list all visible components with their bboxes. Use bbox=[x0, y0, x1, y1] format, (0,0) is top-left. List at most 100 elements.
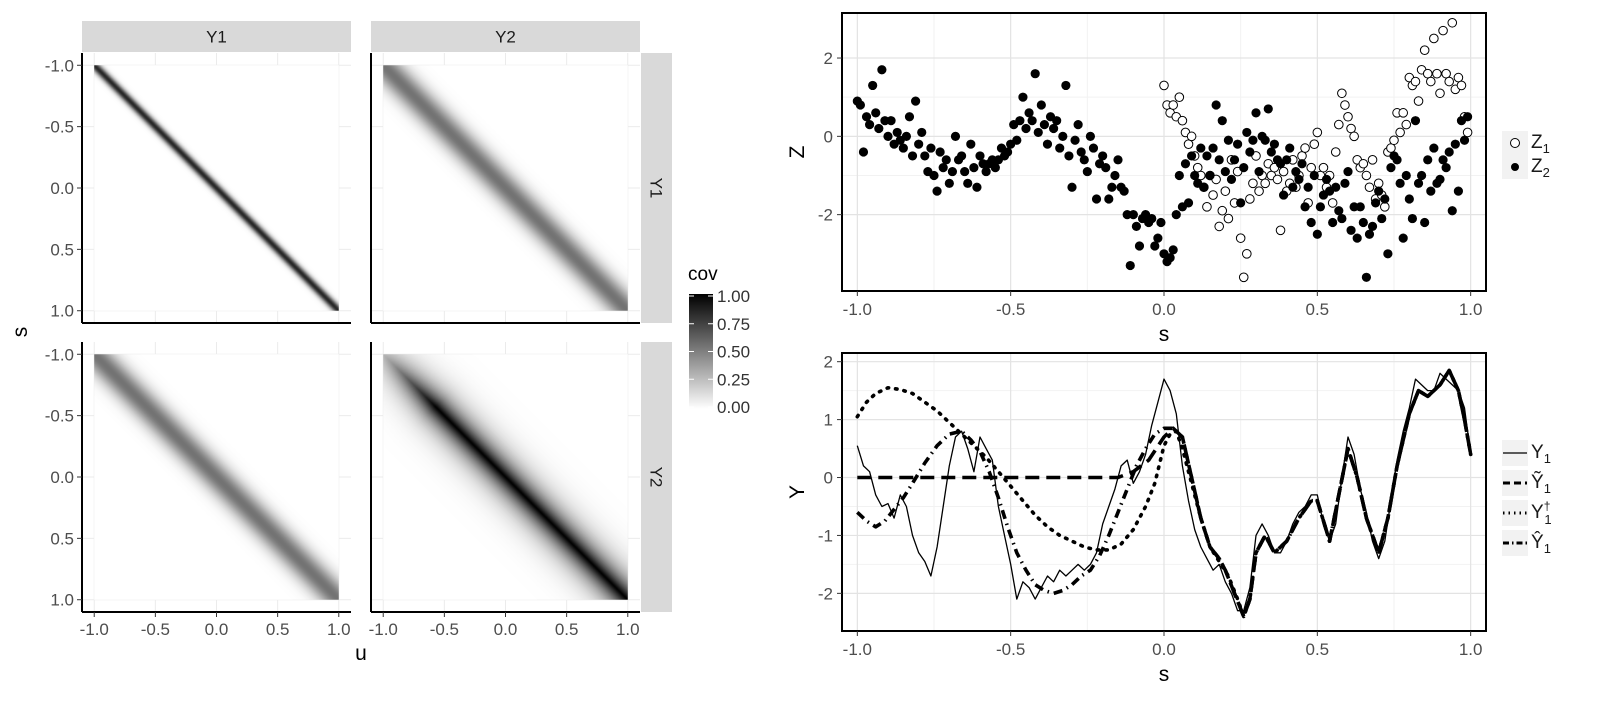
scatter-point bbox=[1340, 178, 1350, 188]
facet-strip-row-label: Y1 bbox=[647, 178, 666, 199]
scatter-point bbox=[1355, 202, 1365, 212]
scatter-point bbox=[1413, 96, 1424, 106]
scatter-point bbox=[1168, 100, 1178, 110]
scatter-point bbox=[1183, 139, 1194, 149]
scatter-point bbox=[1407, 213, 1417, 224]
y-tick-label: -1 bbox=[818, 526, 833, 545]
scatter-point bbox=[1334, 206, 1344, 216]
scatter-point bbox=[1223, 213, 1234, 224]
scatter-point bbox=[1386, 143, 1396, 153]
scatter-point bbox=[1330, 147, 1341, 157]
scatter-point bbox=[1024, 108, 1034, 118]
y-tick-label: 0.0 bbox=[50, 468, 74, 487]
scatter-point bbox=[1367, 155, 1378, 165]
scatter-point bbox=[1067, 182, 1077, 192]
scatter-point bbox=[883, 131, 893, 141]
facet-strip-row bbox=[641, 53, 672, 323]
x-axis-title: u bbox=[355, 642, 367, 665]
scatter-point bbox=[914, 139, 924, 149]
scatter-point bbox=[1453, 186, 1463, 196]
y-tick-label: 2 bbox=[824, 49, 833, 68]
scatter-point bbox=[1223, 135, 1233, 145]
scatter-point bbox=[1441, 68, 1451, 79]
heatmap-image bbox=[94, 354, 339, 600]
scatter-point bbox=[1435, 88, 1445, 99]
scatter-point bbox=[1171, 210, 1181, 220]
scatter-point bbox=[1423, 155, 1433, 165]
legend-marker bbox=[1511, 163, 1519, 171]
scatter-point bbox=[1444, 76, 1454, 87]
scatter-point bbox=[1186, 151, 1197, 161]
scatter-point bbox=[1401, 170, 1411, 181]
scatter-point bbox=[868, 80, 878, 91]
scatter-point bbox=[1039, 119, 1049, 130]
x-tick-label: -0.5 bbox=[430, 620, 459, 639]
scatter-point bbox=[1300, 143, 1310, 153]
facet-strip-row-label: Y2 bbox=[647, 467, 666, 488]
scatter-point bbox=[1098, 151, 1108, 161]
scatter-point bbox=[1383, 249, 1393, 259]
scatter-point bbox=[1447, 206, 1457, 216]
scatter-point bbox=[877, 65, 887, 75]
y-axis-title: s bbox=[9, 327, 32, 338]
scatter-point bbox=[1312, 229, 1322, 239]
scatter-point bbox=[1441, 163, 1451, 173]
scatter-point bbox=[1294, 174, 1304, 185]
series-line-dotdash bbox=[856, 368, 1473, 619]
scatter-point bbox=[1015, 116, 1025, 126]
scatter-point bbox=[1082, 166, 1092, 177]
y-tick-label: 1.0 bbox=[50, 302, 74, 321]
scatter-point bbox=[1401, 119, 1412, 130]
scatter-point bbox=[907, 151, 918, 161]
scatter-point bbox=[1248, 178, 1258, 189]
scatter-point bbox=[1288, 182, 1298, 192]
scatter-point bbox=[1285, 143, 1295, 153]
scatter-point bbox=[1202, 202, 1212, 212]
scatter-point bbox=[1300, 202, 1310, 212]
legend-entry-label: Ŷ1 bbox=[1531, 531, 1551, 556]
scatter-point bbox=[1202, 151, 1212, 161]
scatter-point bbox=[1389, 135, 1399, 146]
scatter-point bbox=[960, 166, 970, 177]
legend-entry-sub: 1 bbox=[1544, 451, 1551, 466]
scatter-point bbox=[1370, 198, 1381, 208]
scatter-point bbox=[1315, 202, 1325, 212]
scatter-point bbox=[1199, 182, 1209, 192]
scatter-point bbox=[1232, 139, 1243, 149]
scatter-point bbox=[956, 151, 967, 161]
scatter-point bbox=[944, 178, 954, 188]
scatter-point bbox=[1398, 108, 1408, 118]
scatter-point bbox=[1349, 131, 1359, 142]
scatter-point bbox=[1018, 92, 1028, 102]
scatter-point bbox=[1110, 170, 1120, 181]
legend-entry-name: Z bbox=[1531, 156, 1543, 177]
scatter-point bbox=[1462, 112, 1473, 122]
y-tick-label: 0 bbox=[824, 127, 833, 146]
legend-tick-label: 0.75 bbox=[717, 315, 750, 334]
scatter-point bbox=[1174, 170, 1184, 181]
series-filled-circle bbox=[852, 65, 1473, 282]
scatter-point bbox=[1226, 174, 1237, 185]
scatter-point bbox=[1104, 194, 1114, 204]
legend-entry-sub: 1 bbox=[1543, 141, 1550, 156]
scatter-point bbox=[1079, 155, 1089, 165]
scatter-point bbox=[1190, 170, 1200, 181]
x-tick-label: -1.0 bbox=[80, 620, 109, 639]
y-tick-label: -0.5 bbox=[45, 118, 74, 137]
scatter-point bbox=[1327, 198, 1338, 208]
scatter-point bbox=[1331, 182, 1341, 192]
scatter-point bbox=[1073, 119, 1083, 130]
facet-strip-col-label: Y2 bbox=[495, 28, 516, 47]
scatter-point bbox=[1364, 182, 1375, 193]
scatter-point bbox=[1282, 155, 1292, 165]
y-tick-label: 0.5 bbox=[50, 529, 74, 548]
y-tick-label: 0 bbox=[824, 469, 833, 488]
scatter-point bbox=[1377, 213, 1387, 224]
scatter-point bbox=[1410, 76, 1421, 87]
scatter-point bbox=[917, 127, 927, 138]
y-tick-label: -2 bbox=[818, 206, 833, 225]
x-axis-title: s bbox=[1159, 663, 1170, 686]
scatter-point bbox=[1358, 217, 1368, 228]
scatter-point bbox=[1432, 68, 1442, 79]
